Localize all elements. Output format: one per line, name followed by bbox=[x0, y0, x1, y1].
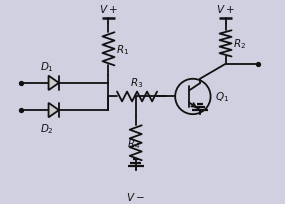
Text: $R_3$: $R_3$ bbox=[131, 76, 144, 89]
Text: $Q_1$: $Q_1$ bbox=[215, 90, 229, 104]
Text: $V-$: $V-$ bbox=[126, 190, 145, 202]
Polygon shape bbox=[48, 103, 59, 118]
Text: $V+$: $V+$ bbox=[216, 3, 235, 15]
Polygon shape bbox=[48, 76, 59, 91]
Text: $V+$: $V+$ bbox=[99, 3, 118, 15]
Text: $R_2$: $R_2$ bbox=[233, 37, 246, 51]
Text: $R_4$: $R_4$ bbox=[127, 136, 141, 150]
Text: $D_2$: $D_2$ bbox=[40, 122, 54, 136]
Text: $R_1$: $R_1$ bbox=[116, 43, 129, 57]
Text: $D_1$: $D_1$ bbox=[40, 59, 54, 73]
